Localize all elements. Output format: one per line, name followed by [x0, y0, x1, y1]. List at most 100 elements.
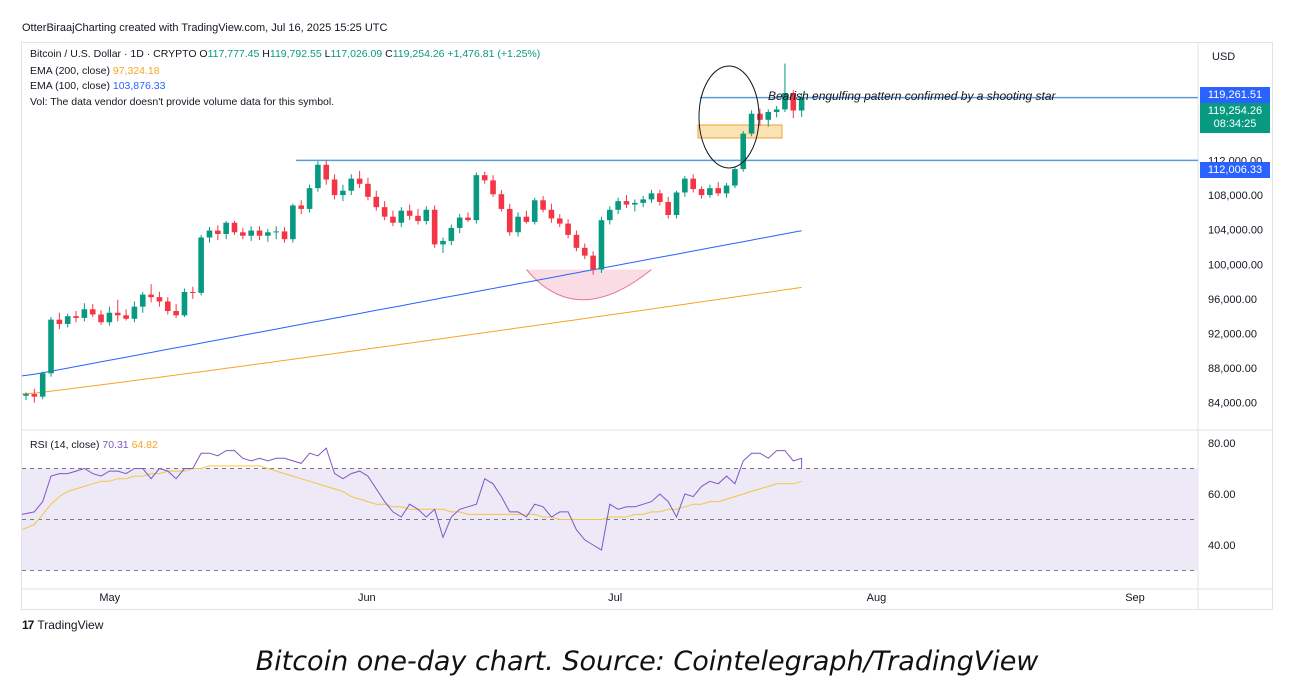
- pattern-annotation[interactable]: Bearish engulfing pattern confirmed by a…: [768, 89, 1057, 103]
- candle-body[interactable]: [215, 230, 221, 234]
- candle-body[interactable]: [256, 230, 263, 236]
- tradingview-logo[interactable]: 17 TradingView: [22, 618, 103, 632]
- candle-body[interactable]: [415, 215, 421, 222]
- candle-body[interactable]: [548, 209, 555, 219]
- candle-body[interactable]: [398, 210, 405, 223]
- candle-body[interactable]: [740, 133, 747, 170]
- candle-body[interactable]: [39, 373, 46, 397]
- candle-body[interactable]: [356, 178, 363, 184]
- candle-body[interactable]: [556, 218, 563, 224]
- ema200-line[interactable]: [21, 286, 802, 395]
- candle-body[interactable]: [190, 291, 196, 293]
- candle-body[interactable]: [690, 178, 696, 190]
- candle-body[interactable]: [481, 175, 488, 181]
- candle-body[interactable]: [123, 315, 129, 319]
- candle-body[interactable]: [648, 193, 655, 200]
- candle-body[interactable]: [231, 222, 238, 233]
- candle-body[interactable]: [56, 319, 63, 324]
- candle-body[interactable]: [48, 319, 54, 374]
- candle-body[interactable]: [632, 202, 638, 205]
- candle-body[interactable]: [373, 196, 380, 208]
- rsi-line[interactable]: [21, 447, 803, 551]
- candle-body[interactable]: [206, 230, 213, 238]
- candle-body[interactable]: [265, 232, 271, 236]
- candle-body[interactable]: [181, 291, 188, 316]
- candle-body[interactable]: [498, 194, 505, 209]
- candle-body[interactable]: [765, 112, 772, 120]
- candle-body[interactable]: [73, 316, 79, 318]
- candle-body[interactable]: [381, 207, 388, 217]
- candle-body[interactable]: [590, 255, 596, 270]
- candle-body[interactable]: [365, 183, 371, 197]
- candle-body[interactable]: [131, 306, 138, 319]
- candle-body[interactable]: [331, 179, 338, 196]
- legend-ema200-row[interactable]: EMA (200, close) 97,324.18: [30, 65, 160, 77]
- candle-body[interactable]: [406, 210, 413, 216]
- candle-body[interactable]: [306, 188, 313, 209]
- candle-body[interactable]: [615, 201, 621, 210]
- candle-body[interactable]: [732, 169, 738, 186]
- candle-body[interactable]: [673, 192, 680, 215]
- candle-body[interactable]: [273, 231, 279, 233]
- candle-body[interactable]: [223, 222, 229, 234]
- candle-body[interactable]: [156, 297, 163, 302]
- candle-body[interactable]: [773, 109, 780, 113]
- candle-body[interactable]: [23, 394, 29, 396]
- candle-body[interactable]: [64, 316, 71, 324]
- legend-ema100-row[interactable]: EMA (100, close) 103,876.33: [30, 80, 165, 92]
- candle-body[interactable]: [431, 209, 438, 245]
- candle-body[interactable]: [315, 164, 321, 189]
- candle-body[interactable]: [298, 205, 305, 209]
- candle-body[interactable]: [540, 200, 546, 210]
- candle-body[interactable]: [139, 294, 146, 307]
- candle-body[interactable]: [665, 201, 671, 215]
- candle-body[interactable]: [707, 188, 713, 196]
- candle-body[interactable]: [757, 113, 763, 120]
- candle-body[interactable]: [31, 394, 38, 397]
- candle-body[interactable]: [531, 200, 538, 222]
- candle-body[interactable]: [148, 294, 154, 298]
- pattern-highlight-ellipse[interactable]: [698, 65, 760, 169]
- legend-symbol[interactable]: Bitcoin / U.S. Dollar · 1D · CRYPTO: [30, 48, 197, 60]
- candle-body[interactable]: [506, 208, 513, 233]
- candle-body[interactable]: [198, 237, 204, 293]
- candle-body[interactable]: [682, 178, 688, 193]
- ema100-line[interactable]: [21, 230, 802, 377]
- candle-body[interactable]: [573, 234, 580, 248]
- candle-body[interactable]: [390, 216, 396, 223]
- candle-body[interactable]: [790, 92, 797, 111]
- candle-body[interactable]: [607, 209, 613, 221]
- candle-body[interactable]: [423, 209, 430, 222]
- candle-body[interactable]: [340, 190, 346, 196]
- candle-body[interactable]: [448, 227, 455, 241]
- candle-body[interactable]: [248, 230, 254, 236]
- candle-body[interactable]: [281, 231, 288, 240]
- candle-body[interactable]: [440, 240, 446, 245]
- candle-body[interactable]: [598, 220, 605, 270]
- candle-body[interactable]: [164, 301, 171, 311]
- candle-body[interactable]: [748, 113, 755, 134]
- candle-body[interactable]: [490, 180, 496, 195]
- candle-body[interactable]: [515, 216, 521, 233]
- candle-body[interactable]: [698, 189, 705, 196]
- candle-body[interactable]: [173, 310, 179, 316]
- candle-body[interactable]: [98, 314, 104, 323]
- candle-body[interactable]: [723, 185, 730, 194]
- candle-body[interactable]: [456, 217, 463, 228]
- candle-body[interactable]: [798, 97, 805, 111]
- candle-body[interactable]: [623, 201, 630, 205]
- legend-rsi-row[interactable]: RSI (14, close) 70.31 64.82: [30, 439, 158, 451]
- candle-body[interactable]: [581, 247, 588, 256]
- candle-body[interactable]: [240, 232, 246, 236]
- demand-zone-box[interactable]: [697, 124, 783, 139]
- candle-body[interactable]: [465, 217, 471, 221]
- candle-body[interactable]: [81, 309, 88, 318]
- candle-body[interactable]: [715, 188, 722, 194]
- candle-body[interactable]: [473, 175, 480, 221]
- candle-body[interactable]: [640, 199, 646, 203]
- candle-body[interactable]: [323, 164, 330, 180]
- candle-body[interactable]: [348, 178, 355, 191]
- candle-body[interactable]: [106, 312, 113, 323]
- candle-body[interactable]: [782, 92, 788, 110]
